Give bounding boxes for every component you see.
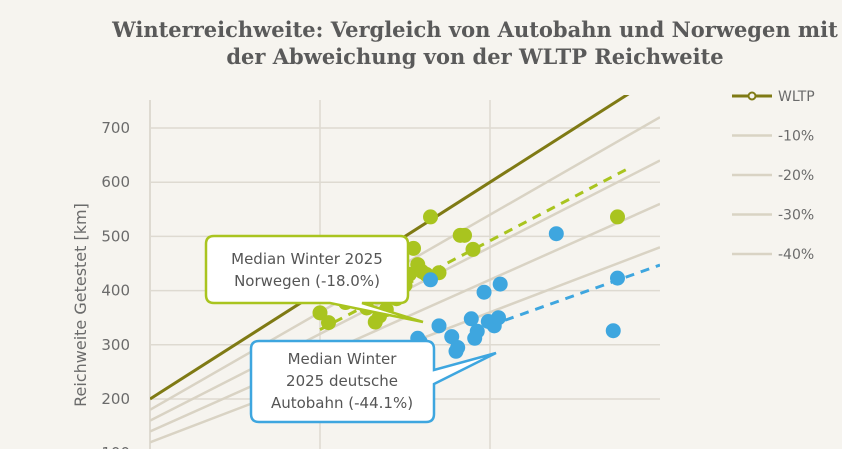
callout-autobahn-line: 2025 deutsche xyxy=(286,372,398,390)
callout-norwegen-line: Median Winter 2025 xyxy=(231,250,383,268)
data-point-norwegen xyxy=(465,241,481,257)
data-point-autobahn xyxy=(450,340,466,356)
callout-autobahn-line: Median Winter xyxy=(288,350,398,368)
legend-item: -40% xyxy=(732,247,814,263)
data-point-norwegen xyxy=(406,240,421,256)
data-point-norwegen xyxy=(423,209,438,225)
legend-label: -40% xyxy=(778,247,814,263)
legend-item: -10% xyxy=(732,129,814,145)
callout-norwegen-box xyxy=(204,234,424,324)
y-tick-label: 700 xyxy=(101,119,130,137)
data-point-norwegen xyxy=(312,305,328,321)
legend: WLTP -10% -20% -30% -40% xyxy=(732,89,815,263)
y-axis-ticks: 100 200 300 400 500 600 700 xyxy=(101,119,130,449)
chart-title-line-2: der Abweichung von der WLTP Reichweite xyxy=(226,44,724,69)
median-line-autobahn xyxy=(489,263,660,328)
data-point-autobahn xyxy=(469,323,485,339)
legend-label: WLTP xyxy=(778,89,815,105)
median-lines xyxy=(319,168,660,331)
y-axis-label: Reichweite Getestet [km] xyxy=(71,203,90,407)
legend-label: -30% xyxy=(778,208,814,224)
data-point-norwegen xyxy=(321,315,336,331)
legend-item: WLTP xyxy=(732,89,815,105)
legend-marker xyxy=(747,91,757,101)
chart-title-line-1: Winterreichweite: Vergleich von Autobahn… xyxy=(112,17,838,42)
legend-label: -20% xyxy=(778,168,814,184)
data-point-autobahn xyxy=(463,311,479,327)
callout-norwegen-line: Norwegen (-18.0%) xyxy=(234,272,380,290)
data-point-autobahn xyxy=(476,284,492,300)
data-point-autobahn xyxy=(431,318,447,334)
data-point-autobahn xyxy=(491,310,506,326)
legend-item: -30% xyxy=(732,208,814,224)
y-tick-label: 300 xyxy=(101,336,130,354)
y-tick-label: 500 xyxy=(101,227,130,245)
data-point-norwegen xyxy=(457,227,472,243)
legend-item: -20% xyxy=(732,168,814,184)
y-tick-label: 200 xyxy=(101,390,130,408)
callout-autobahn-line: Autobahn (-44.1%) xyxy=(271,394,413,412)
data-point-autobahn xyxy=(548,226,564,242)
legend-label: -10% xyxy=(778,129,814,145)
chart-title: Winterreichweite: Vergleich von Autobahn… xyxy=(95,16,842,70)
y-tick-label: 100 xyxy=(101,444,130,449)
callout-norwegen: Median Winter 2025 Norwegen (-18.0%) xyxy=(204,234,424,324)
callout-autobahn: Median Winter 2025 deutsche Autobahn (-44.… xyxy=(249,339,497,424)
data-point-autobahn xyxy=(610,270,625,286)
callout-autobahn-box xyxy=(249,339,497,424)
data-point-norwegen xyxy=(610,209,625,225)
y-tick-label: 400 xyxy=(101,282,130,300)
data-point-autobahn xyxy=(423,272,438,288)
y-tick-label: 600 xyxy=(101,173,130,191)
data-point-autobahn xyxy=(492,276,508,292)
data-point-autobahn xyxy=(605,323,621,339)
